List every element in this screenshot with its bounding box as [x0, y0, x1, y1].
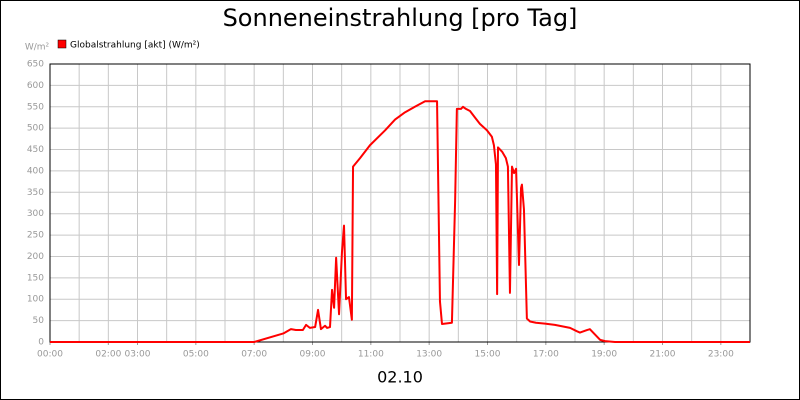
- y-tick-label: 300: [27, 209, 44, 219]
- y-tick-label: 550: [27, 102, 44, 112]
- y-tick-label: 500: [27, 124, 44, 134]
- x-tick-label: 11:00: [358, 350, 384, 360]
- y-tick-label: 100: [27, 295, 44, 305]
- x-tick-label: 05:00: [183, 350, 209, 360]
- x-tick-label: 09:00: [300, 350, 326, 360]
- y-tick-label: 650: [27, 60, 44, 70]
- x-tick-label: 00:00: [37, 350, 63, 360]
- y-tick-label: 350: [27, 188, 44, 198]
- y-tick-label: 600: [27, 81, 44, 91]
- x-tick-label: 21:00: [650, 350, 676, 360]
- legend-label: Globalstrahlung [akt] (W/m²): [70, 41, 200, 51]
- x-axis-title: 02.10: [377, 368, 423, 387]
- plot: 0 50 100 150 200 250 300 350 400 450 500 550 600 650 0…: [27, 60, 751, 360]
- x-tick-label: 23:00: [708, 350, 734, 360]
- y-tick-label: 150: [27, 273, 44, 283]
- x-tick-label: 15:00: [475, 350, 501, 360]
- x-tick-label: 02:00: [95, 350, 121, 360]
- x-tick-label: 17:00: [533, 350, 559, 360]
- x-tick-label: 13:00: [416, 350, 442, 360]
- y-tick-label: 450: [27, 145, 44, 155]
- series-line: [50, 100, 750, 343]
- plot-border: [49, 63, 751, 343]
- y-tick-label: 200: [27, 252, 44, 262]
- x-tick-label: 03:00: [125, 350, 151, 360]
- x-tick-label: 07:00: [241, 350, 267, 360]
- chart-title: Sonneneinstrahlung [pro Tag]: [223, 4, 578, 32]
- y-tick-label: 0: [38, 338, 44, 348]
- legend-swatch: [57, 39, 67, 49]
- y-unit: W/m²: [25, 43, 50, 53]
- y-tick-label: 250: [27, 231, 44, 241]
- y-tick-label: 50: [33, 316, 45, 326]
- y-tick-label: 400: [27, 166, 44, 176]
- x-tick-label: 19:00: [591, 350, 617, 360]
